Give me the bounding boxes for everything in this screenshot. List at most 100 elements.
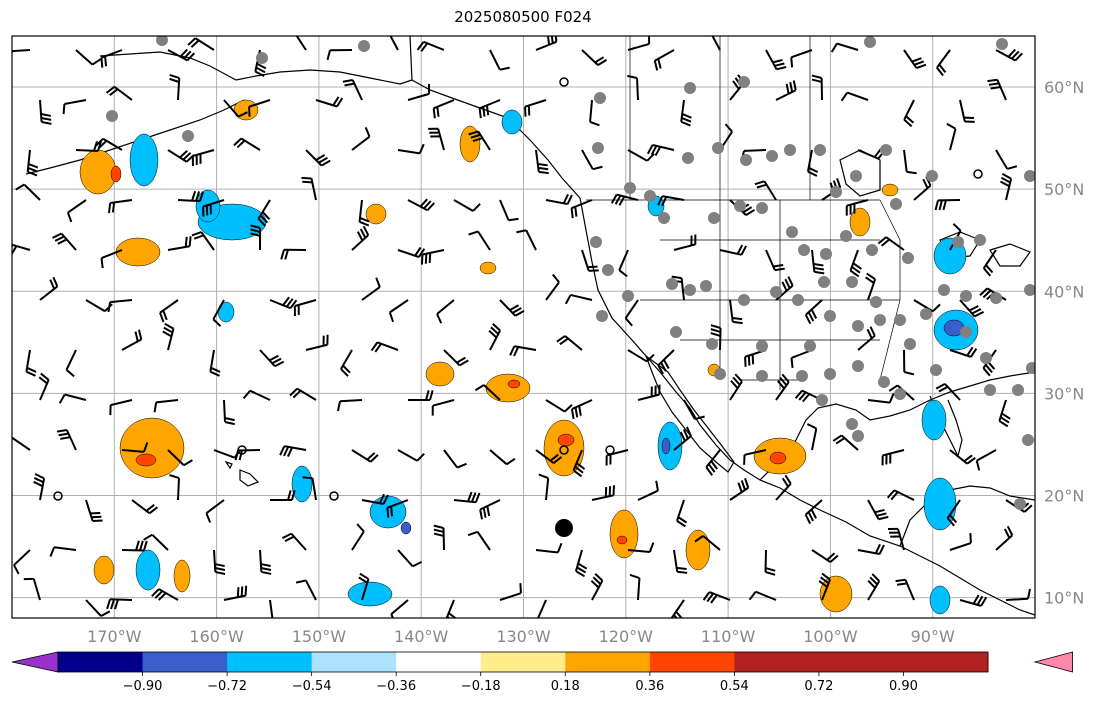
wind-barb — [233, 137, 261, 151]
wind-barb — [995, 48, 1023, 62]
wind-barb — [351, 523, 365, 551]
wind-barb — [213, 549, 226, 575]
wind-barb — [407, 390, 434, 402]
wind-barb — [293, 299, 317, 316]
contour-blob — [507, 379, 521, 389]
station-dot — [894, 314, 906, 326]
lat-label: 10°N — [1044, 589, 1084, 608]
station-dot — [830, 186, 842, 198]
wind-barb — [433, 524, 445, 551]
station-dot — [590, 236, 602, 248]
colorbar — [11, 651, 1073, 673]
wind-barb — [305, 149, 331, 167]
wind-barb — [205, 499, 225, 523]
wind-barb — [959, 299, 985, 318]
wind-barb — [729, 373, 743, 401]
wind-barb — [673, 234, 697, 251]
wind-barb — [830, 42, 859, 53]
wind-barb — [159, 299, 179, 323]
station-dot — [980, 352, 992, 364]
station-dot — [666, 278, 678, 290]
wind-barb — [499, 299, 525, 317]
wind-barb — [694, 535, 721, 551]
wind-barb — [281, 532, 307, 551]
wind-barb — [959, 99, 975, 123]
lon-label: 120°W — [599, 627, 654, 646]
wind-barb — [397, 143, 425, 155]
wind-barb — [467, 530, 491, 551]
wind-barb — [982, 249, 997, 277]
wind-barb — [177, 190, 205, 203]
station-dot — [792, 294, 804, 306]
wind-barb — [105, 85, 133, 101]
lon-label: 90°W — [911, 627, 955, 646]
wind-barb — [169, 474, 180, 501]
wind-barb — [38, 372, 50, 401]
wind-barb — [702, 591, 731, 604]
wind-barb — [765, 249, 785, 272]
wind-barb — [935, 383, 961, 401]
wind-barb — [49, 546, 77, 557]
wind-barb — [407, 198, 435, 212]
wind-barb — [903, 149, 917, 175]
station-dot — [846, 276, 858, 288]
wind-barb — [167, 236, 192, 251]
lon-label: 100°W — [803, 627, 858, 646]
wind-barb — [269, 296, 298, 310]
wind-barb — [279, 445, 307, 458]
wind-barb — [881, 449, 905, 466]
wind-barb — [443, 349, 469, 367]
wind-barb — [999, 172, 1013, 201]
station-dot — [734, 200, 746, 212]
wind-barb — [903, 49, 927, 70]
wind-barb — [535, 542, 563, 554]
wind-barb — [673, 549, 688, 574]
colorbar-tick-label: 0.18 — [551, 679, 580, 694]
station-dot — [816, 394, 828, 406]
wind-barb — [416, 40, 445, 52]
wind-barb — [754, 180, 777, 201]
station-dot — [960, 326, 972, 338]
wind-barb — [627, 542, 655, 553]
wind-barb — [107, 299, 133, 313]
wind-barb — [432, 99, 455, 119]
colorbar-segment — [649, 652, 735, 672]
colorbar-segment — [227, 652, 313, 672]
wind-barb — [570, 199, 593, 219]
wind-barb — [653, 49, 675, 71]
station-dot — [846, 418, 858, 430]
wind-barb — [58, 393, 87, 404]
station-dot — [990, 292, 1002, 304]
station-dot — [644, 190, 656, 202]
wind-barb — [351, 449, 379, 463]
wind-barb — [15, 183, 41, 201]
wind-barb — [39, 99, 52, 125]
station-dot — [850, 170, 862, 182]
contour-blob — [661, 437, 671, 455]
wind-barb — [389, 36, 399, 51]
station-dot — [1022, 434, 1034, 446]
station-dot — [624, 182, 636, 194]
plot-frame — [11, 35, 1036, 619]
wind-barb — [775, 80, 797, 101]
wind-barb — [637, 480, 659, 501]
station-dot — [708, 212, 720, 224]
wind-barb — [212, 299, 225, 327]
wind-barb — [436, 299, 455, 324]
wind-barb — [845, 199, 869, 216]
wind-barb — [710, 324, 722, 351]
wind-barb — [474, 384, 501, 401]
colorbar-tick-label: 0.72 — [804, 679, 833, 694]
contour-blob — [609, 509, 639, 559]
wind-barb — [545, 193, 573, 206]
wind-barb — [867, 573, 881, 601]
wind-barb — [25, 349, 37, 377]
station-dot — [952, 236, 964, 248]
station-dot — [984, 384, 996, 396]
contour-blob — [115, 237, 161, 267]
station-dot — [864, 36, 876, 48]
wind-barb — [187, 37, 215, 51]
station-dot — [256, 52, 268, 64]
wind-barb — [556, 335, 583, 351]
wind-barb — [351, 225, 370, 251]
